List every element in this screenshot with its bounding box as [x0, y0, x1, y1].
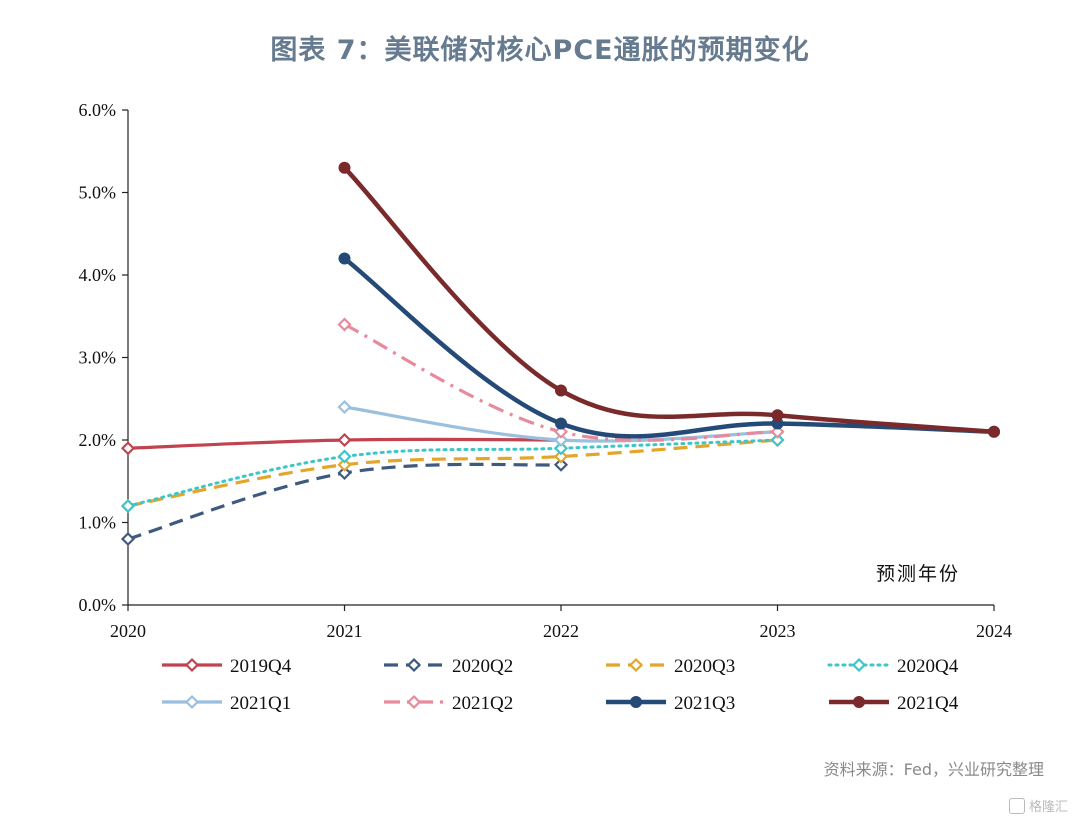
- y-tick-label: 0.0%: [79, 595, 117, 615]
- legend-item-2020q3: 2020Q3: [606, 656, 735, 677]
- data-point-2020q4: [337, 449, 352, 464]
- legend: 2019Q4 2020Q2 2020Q3 2020Q4 2021Q1 2021Q2 2021…: [162, 656, 959, 714]
- y-tick-label: 3.0%: [79, 348, 117, 368]
- legend-marker-2020q3: [628, 657, 644, 673]
- data-point-2020q4: [553, 441, 569, 456]
- y-tick-label: 1.0%: [79, 513, 117, 533]
- y-tick-label: 6.0%: [79, 100, 117, 120]
- data-point-2020q3: [337, 457, 352, 472]
- x-tick-label: 2020: [110, 621, 146, 641]
- series-2020q2: [120, 457, 569, 547]
- legend-item-2020q4: 2020Q4: [827, 656, 959, 677]
- data-point-2021q3: [555, 417, 567, 430]
- source-note: 资料来源：Fed，兴业研究整理: [823, 760, 1044, 779]
- data-point-2021q1: [337, 399, 352, 415]
- series-2021q3: [338, 252, 1000, 439]
- data-point-2019q4: [337, 432, 352, 448]
- legend-label-2021q3: 2021Q3: [674, 693, 735, 714]
- data-point-2021q3: [338, 252, 351, 265]
- legend-item-2020q2: 2020Q2: [384, 656, 513, 677]
- y-axis: 0.0% 1.0% 2.0% 3.0% 4.0% 5.0% 6.0%: [79, 100, 129, 615]
- data-point-2021q2: [337, 317, 352, 332]
- series-line-2020q3: [127, 438, 778, 508]
- data-point-2019q4: [120, 441, 136, 456]
- legend-label-2021q2: 2021Q2: [452, 693, 513, 714]
- y-tick-label: 5.0%: [79, 183, 117, 203]
- data-point-2021q1: [553, 432, 569, 448]
- data-point-2021q4: [771, 409, 784, 422]
- series-2021q4: [338, 161, 1000, 438]
- series-line-2021q3: [343, 256, 995, 439]
- legend-item-2021q1: 2021Q1: [162, 693, 291, 714]
- data-point-2020q2: [337, 465, 352, 481]
- data-point-2021q2: [770, 424, 785, 439]
- data-point-2020q4: [770, 432, 785, 448]
- data-point-2021q4: [988, 425, 1000, 438]
- watermark-text: 格隆汇: [1028, 800, 1068, 815]
- series-lines: [120, 161, 1000, 547]
- series-2021q2: [337, 317, 785, 442]
- legend-marker-2019q4: [184, 657, 200, 673]
- watermark-logo-icon: [1008, 797, 1025, 814]
- legend-marker-2021q3: [630, 696, 642, 708]
- legend-item-2021q2: 2021Q2: [384, 693, 513, 714]
- legend-label-2020q2: 2020Q2: [452, 656, 513, 677]
- legend-marker-2021q4: [853, 696, 865, 708]
- legend-item-2021q3: 2021Q3: [606, 693, 735, 714]
- x-axis-label: 预测年份: [876, 563, 960, 585]
- series-2020q4: [120, 432, 785, 514]
- chart-title: 图表 7：美联储对核心PCE通胀的预期变化: [270, 35, 810, 66]
- x-tick-label: 2022: [543, 621, 579, 641]
- legend-label-2019q4: 2019Q4: [230, 656, 292, 677]
- legend-item-2021q4: 2021Q4: [829, 693, 959, 714]
- data-point-2021q2: [553, 424, 569, 439]
- series-line-2021q4: [342, 166, 995, 434]
- series-line-2020q4: [126, 438, 779, 508]
- legend-label-2020q3: 2020Q3: [674, 656, 735, 677]
- y-tick-label: 4.0%: [79, 265, 117, 285]
- x-tick-label: 2023: [760, 621, 796, 641]
- x-tick-label: 2021: [327, 621, 363, 641]
- legend-marker-2020q4: [851, 657, 867, 673]
- legend-label-2021q1: 2021Q1: [230, 693, 291, 714]
- data-point-2020q4: [120, 498, 136, 514]
- legend-marker-2021q2: [406, 694, 422, 710]
- watermark: 格隆汇: [1008, 796, 1068, 815]
- x-tick-label: 2024: [976, 621, 1012, 641]
- legend-marker-2020q2: [406, 657, 422, 673]
- data-point-2021q4: [338, 161, 351, 174]
- data-point-2020q3: [553, 449, 569, 464]
- data-point-2020q2: [553, 457, 569, 472]
- x-axis: 2020 2021 2022 2023 2024: [110, 604, 1012, 641]
- legend-item-2019q4: 2019Q4: [162, 656, 292, 677]
- data-point-2020q2: [120, 531, 136, 547]
- series-2020q3: [120, 432, 785, 514]
- y-tick-label: 2.0%: [79, 430, 117, 450]
- legend-label-2021q4: 2021Q4: [897, 693, 959, 714]
- legend-label-2020q4: 2020Q4: [897, 656, 959, 677]
- legend-marker-2021q1: [184, 694, 200, 710]
- data-point-2021q4: [555, 384, 567, 397]
